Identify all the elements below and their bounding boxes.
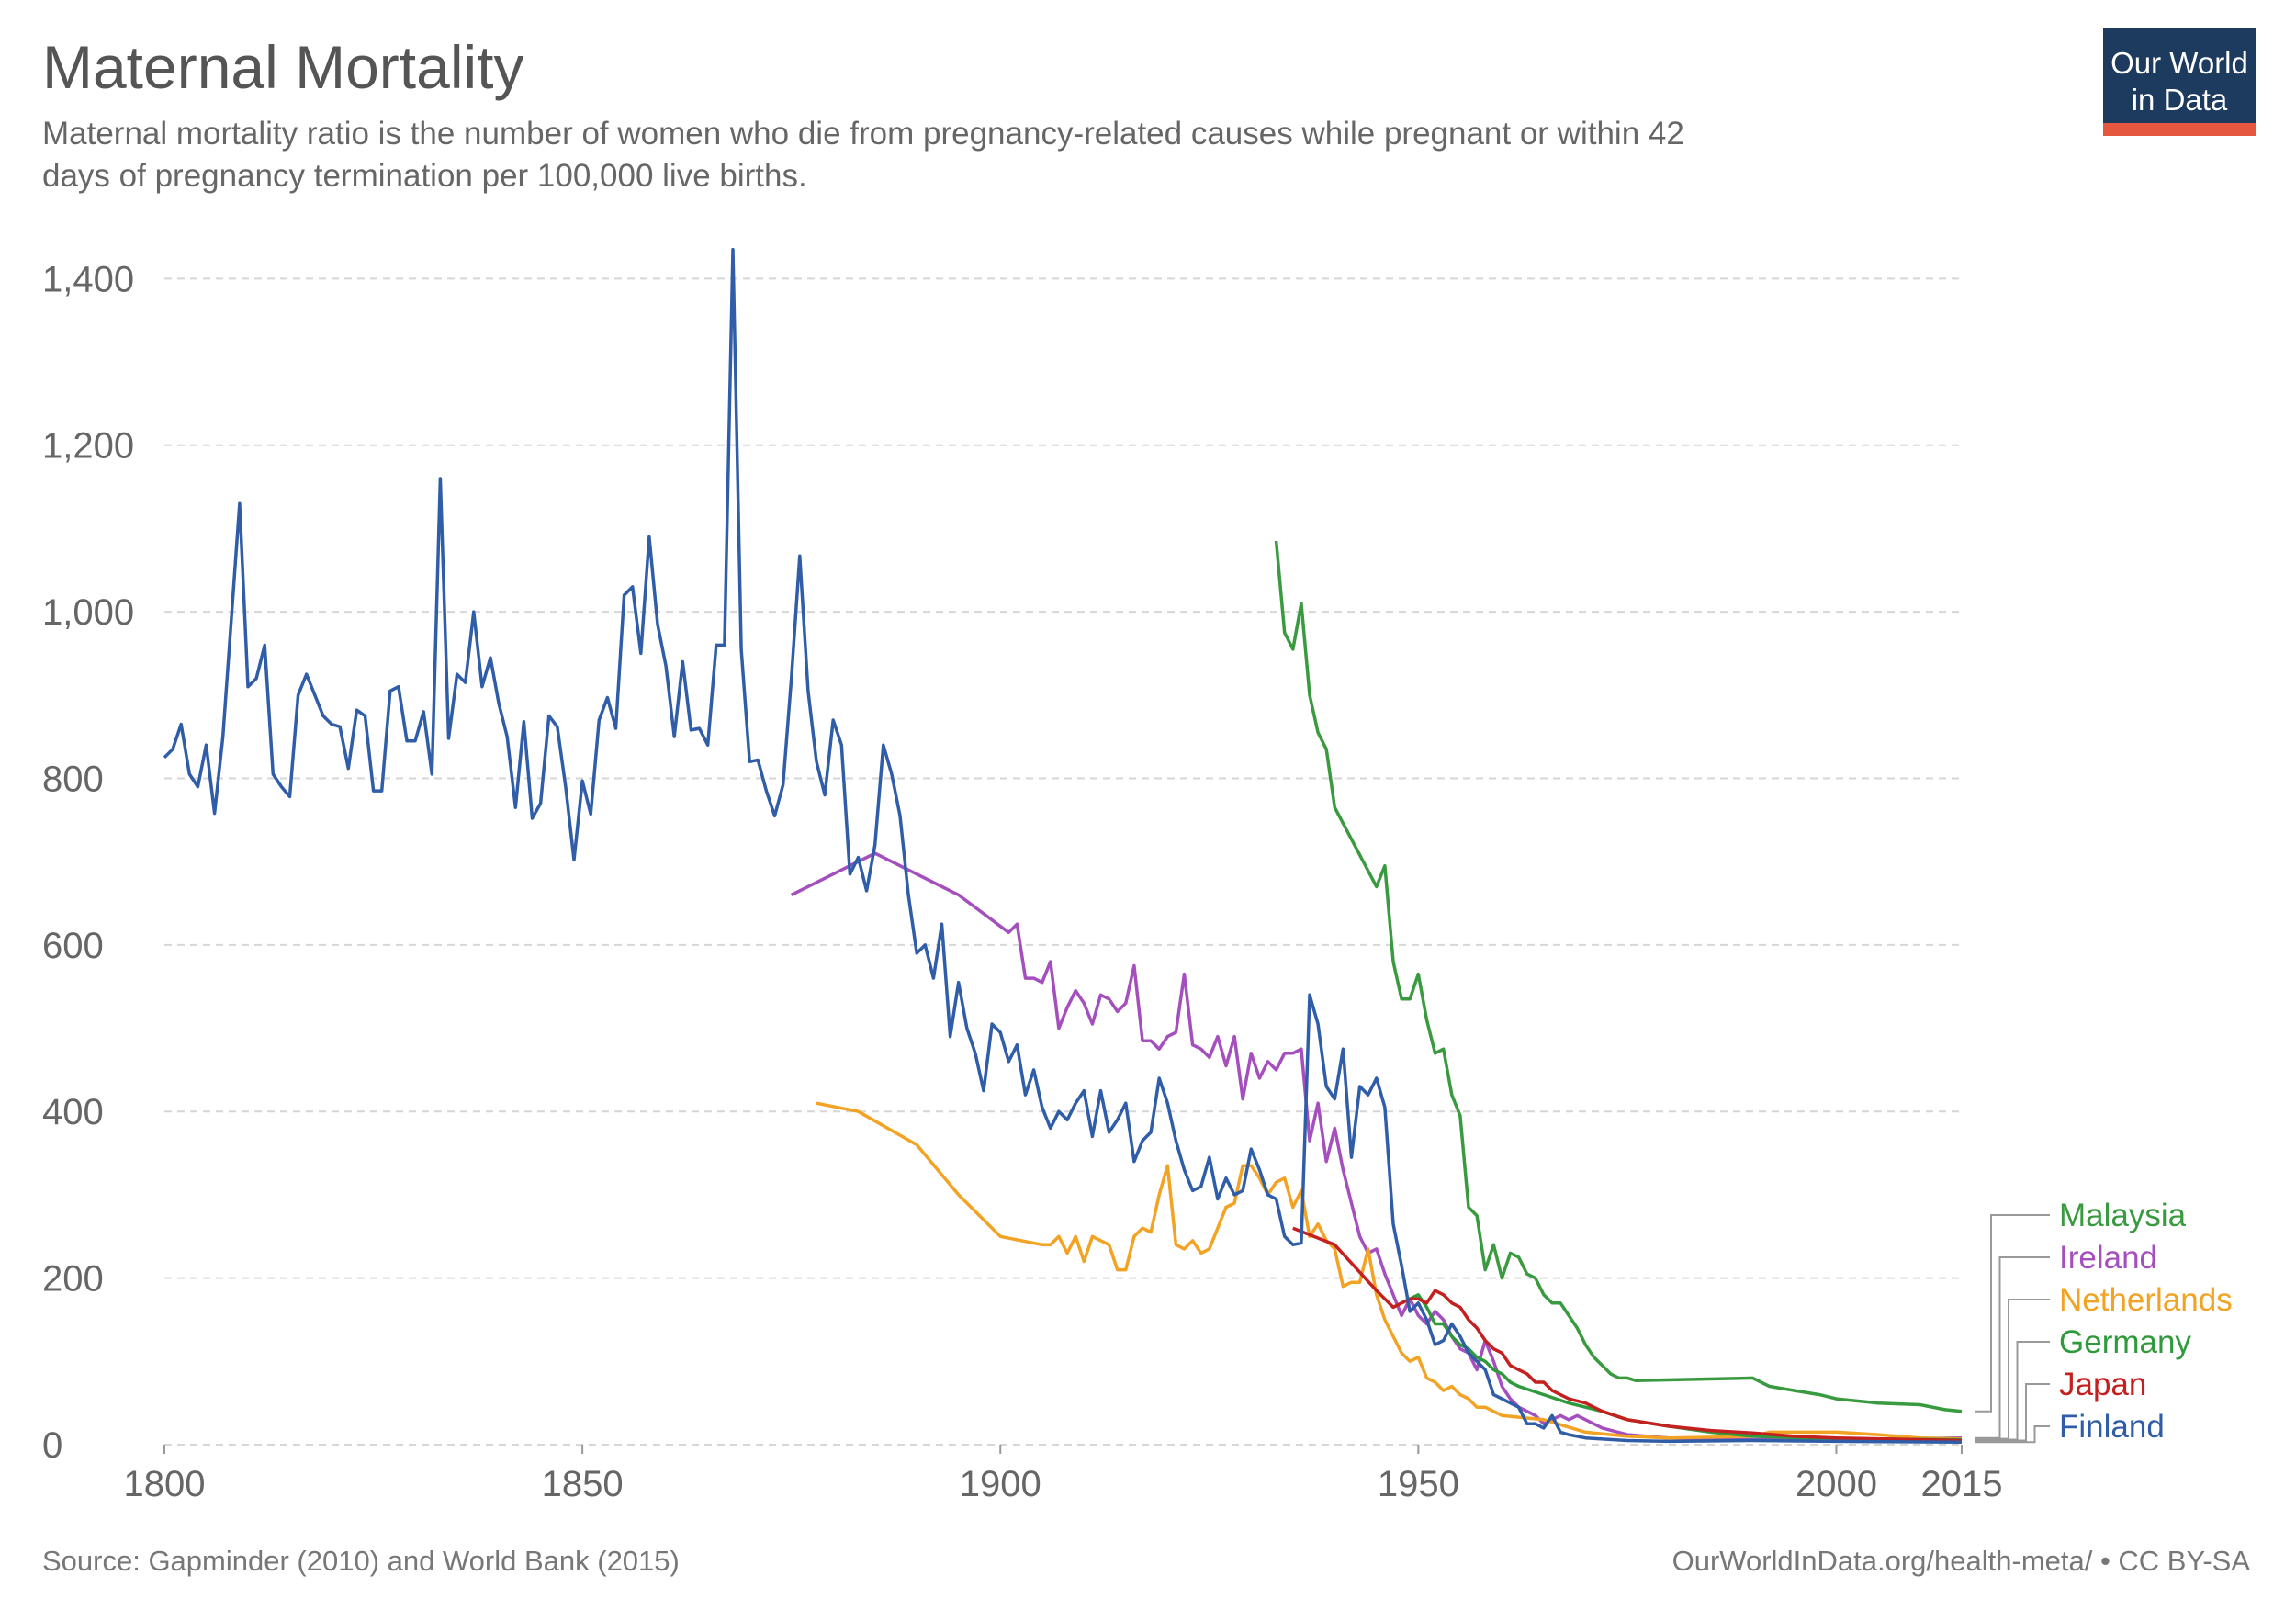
x-tick-label: 1850 [542, 1464, 624, 1504]
series-line [790, 851, 1963, 1442]
x-tick-label: 1950 [1378, 1464, 1459, 1504]
series-line [1401, 1293, 1963, 1442]
x-tick-label: 2000 [1795, 1464, 1877, 1504]
chart-title: Maternal Mortality [42, 33, 524, 101]
legend-label: Finland [2059, 1409, 2165, 1445]
y-tick-label: 600 [42, 926, 104, 966]
legend-label: Japan [2059, 1367, 2146, 1402]
subtitle: days of pregnancy termination per 100,00… [42, 158, 807, 194]
logo-box [2103, 28, 2256, 123]
series-line [163, 247, 1963, 1445]
legend-connector [1975, 1341, 2050, 1441]
y-tick-label: 200 [42, 1259, 104, 1300]
y-tick-label: 1,000 [42, 592, 134, 633]
logo-bar [2103, 123, 2256, 136]
legend-label: Malaysia [2059, 1198, 2187, 1233]
subtitle: Maternal mortality ratio is the number o… [42, 116, 1684, 152]
x-tick-label: 1900 [960, 1464, 1041, 1504]
y-tick-label: 800 [42, 759, 104, 799]
legend-connector [1975, 1425, 2050, 1444]
series-line [1292, 1226, 1963, 1443]
logo-text: in Data [2132, 83, 2228, 117]
legend-label: Netherlands [2059, 1282, 2233, 1318]
y-tick-label: 400 [42, 1092, 104, 1132]
legend-connector [1975, 1383, 2050, 1442]
x-tick-label: 1800 [124, 1464, 206, 1504]
series-line [1274, 540, 1963, 1413]
y-tick-label: 1,200 [42, 426, 134, 467]
source: Source: Gapminder (2010) and World Bank … [42, 1545, 680, 1577]
license: OurWorldInData.org/health-meta/ • CC BY-… [1672, 1545, 2251, 1577]
y-tick-label: 1,400 [42, 259, 134, 299]
x-tick-label: 2015 [1921, 1464, 2003, 1504]
legend-label: Ireland [2059, 1240, 2157, 1276]
legend-connector [1975, 1299, 2050, 1440]
y-tick-label: 0 [42, 1425, 62, 1466]
legend-label: Germany [2059, 1324, 2191, 1360]
legend-connector [1975, 1214, 2050, 1413]
logo-text: Our World [2110, 46, 2248, 80]
series-line [816, 1101, 1963, 1441]
